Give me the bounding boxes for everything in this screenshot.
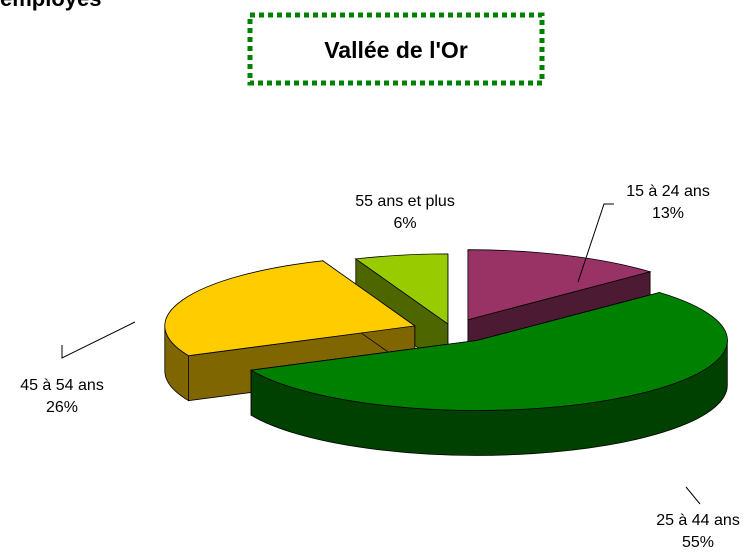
slice-value-label: 13% (652, 205, 684, 222)
slice-label: 15 à 24 ans (626, 183, 710, 200)
heading: employés (0, 0, 102, 11)
leader-line (61, 321, 136, 359)
slice-value-label: 26% (46, 399, 78, 416)
slice-value-label: 6% (393, 215, 416, 232)
slice (249, 292, 728, 411)
chart-title: Vallée de l'Or (324, 37, 468, 63)
slice-value-label: 55% (682, 534, 714, 551)
slice (354, 253, 449, 325)
slice-label: 25 à 44 ans (656, 512, 740, 529)
slice-label: 45 à 54 ans (20, 377, 104, 394)
slice-label: 55 ans et plus (355, 193, 455, 210)
slice (164, 260, 416, 357)
leader-line (577, 203, 614, 283)
pie (164, 249, 728, 456)
slice (467, 249, 652, 321)
leader-line (685, 486, 701, 505)
labels: 15 à 24 ans 13% 25 à 44 ans 55% 45 à 54 ans 2… (20, 183, 740, 551)
title-box (247, 12, 545, 86)
